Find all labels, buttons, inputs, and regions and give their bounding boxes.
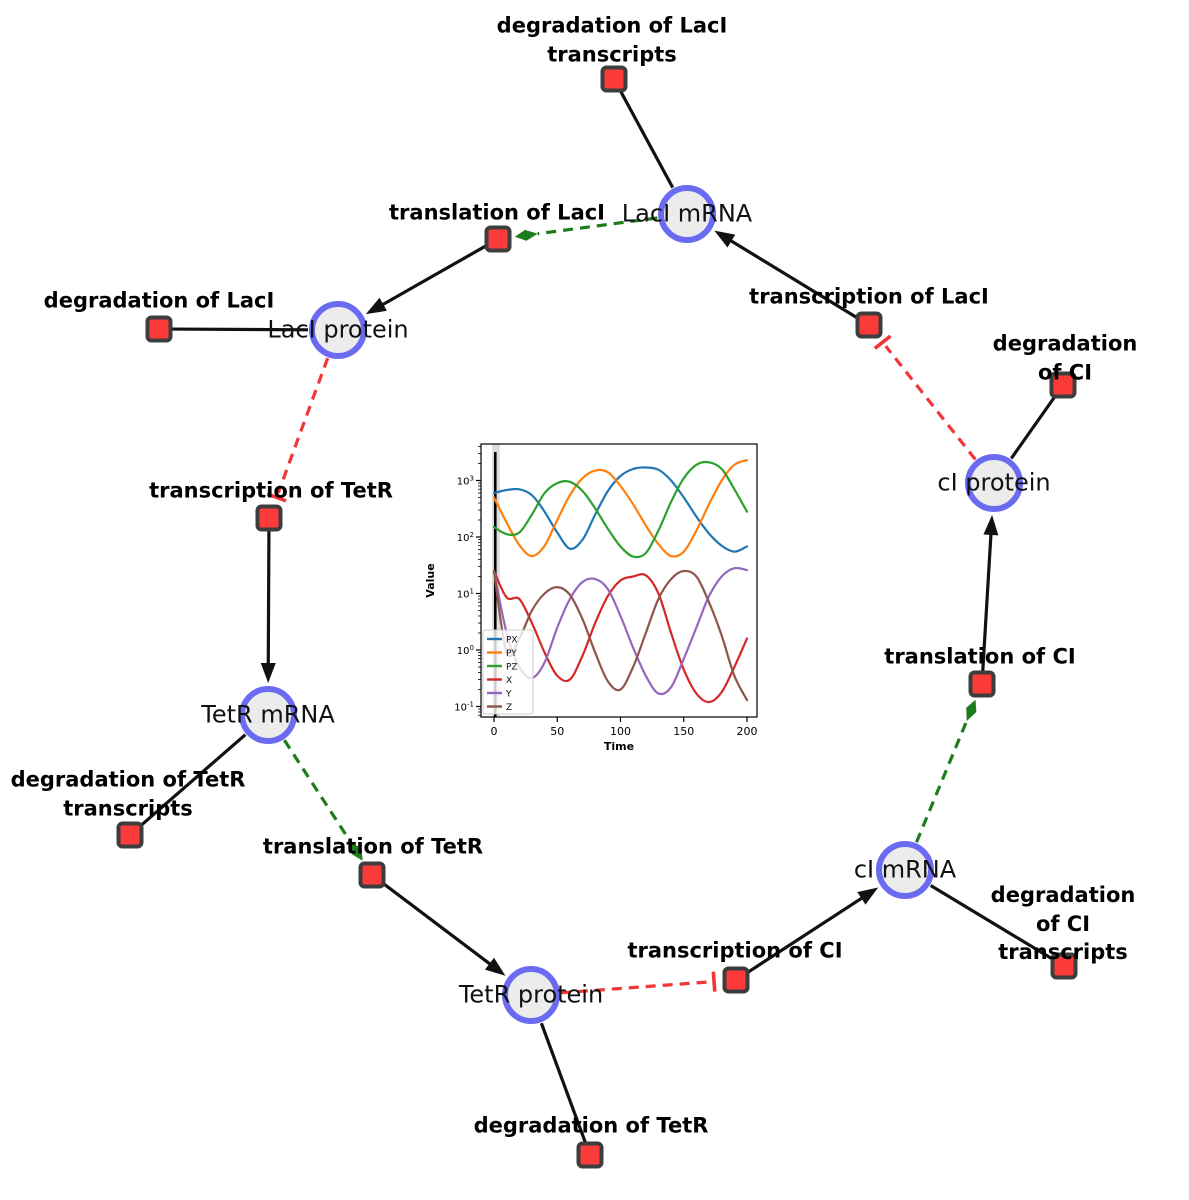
reaction-node-txn-ci[interactable]	[722, 966, 750, 994]
series-line-Z	[492, 569, 749, 702]
edge-tetr-protein-txn-ci	[560, 971, 717, 995]
y-tick-label: 100	[457, 644, 474, 657]
edge-txn-tetr-tetr-mrna	[260, 530, 276, 684]
diamond-arrowhead	[514, 229, 538, 241]
y-tick-label: 102	[457, 531, 474, 544]
legend-label-PY: PY	[506, 649, 517, 659]
reaction-node-tl-ci[interactable]	[968, 670, 996, 698]
reaction-label-tl-laci: translation of LacI	[389, 200, 605, 225]
edge-ci-protein-txn-laci	[873, 334, 977, 461]
legend-label-X: X	[506, 676, 512, 686]
arrowhead	[857, 887, 879, 905]
reaction-node-tl-tetr[interactable]	[358, 861, 386, 889]
reaction-label-deg-tetr: degradation of TetR	[473, 1113, 709, 1138]
reaction-node-deg-ci-tx[interactable]	[1050, 952, 1078, 980]
species-node-tetr-mrna[interactable]	[239, 686, 297, 744]
reaction-node-txn-tetr[interactable]	[255, 504, 283, 532]
edge-txn-ci-ci-mrna	[746, 887, 879, 975]
species-node-laci-protein[interactable]	[309, 301, 367, 359]
x-tick-label: 50	[550, 725, 564, 738]
reaction-node-deg-tetr-tx[interactable]	[116, 821, 144, 849]
diamond-arrowhead	[350, 841, 363, 861]
species-label-ci-protein: cI protein	[937, 468, 1051, 497]
species-node-ci-protein[interactable]	[965, 454, 1023, 512]
legend-label-Y: Y	[505, 690, 512, 700]
reaction-label-deg-laci: degradation of LacI	[43, 288, 275, 313]
arrowhead	[365, 297, 387, 315]
reaction-label-txn-ci: transcription of CI	[627, 938, 843, 963]
reaction-label-tl-ci: translation of CI	[884, 644, 1076, 669]
plot-frame	[480, 443, 758, 718]
reaction-label-deg-ci: degradation of CI	[992, 331, 1138, 384]
y-tick-label: 101	[457, 588, 474, 601]
edge-laci-protein-txn-tetr	[266, 357, 330, 503]
edge-tetr-mrna-deg-tetr-tx	[138, 733, 247, 828]
legend-label-PX: PX	[506, 636, 518, 646]
edge-laci-protein-deg-laci	[171, 327, 309, 332]
edge-tetr-protein-deg-tetr	[539, 1022, 588, 1144]
diamond-arrowhead	[966, 699, 977, 721]
edge-tetr-mrna-tl-tetr	[283, 739, 363, 861]
arrowhead	[484, 957, 506, 976]
edge-laci-mrna-deg-laci-tx	[618, 89, 675, 189]
y-axis-label: Value	[424, 563, 437, 597]
species-label-laci-mrna: LacI mRNA	[621, 199, 753, 228]
x-tick-label: 200	[737, 725, 758, 738]
reaction-label-deg-tetr-tx: degradation of TetR transcripts	[10, 767, 246, 820]
series-line-Y	[492, 566, 749, 696]
tbar-inhibitor-head	[266, 492, 287, 503]
tbar-inhibitor-head	[873, 334, 892, 350]
edge-txn-laci-laci-mrna	[714, 230, 859, 320]
edge-tl-tetr-tetr-protein	[381, 881, 506, 976]
species-label-tetr-mrna: TetR mRNA	[201, 700, 335, 729]
series-line-PY	[492, 459, 749, 558]
reaction-label-txn-laci: transcription of LacI	[749, 284, 989, 309]
x-tick-label: 150	[673, 725, 694, 738]
x-tick-label: 100	[610, 725, 631, 738]
reaction-label-deg-ci-tx: degradation of CI transcripts	[990, 883, 1136, 965]
series-line-X	[492, 569, 749, 704]
edge-ci-protein-deg-ci	[1009, 394, 1057, 460]
edge-laci-mrna-tl-laci	[514, 216, 658, 241]
x-tick-label: 0	[491, 725, 498, 738]
tbar-inhibitor-head	[711, 971, 717, 992]
species-label-laci-protein: LacI protein	[267, 315, 409, 344]
species-node-tetr-protein[interactable]	[502, 966, 560, 1024]
y-tick-label: 10-1	[454, 701, 474, 714]
x-axis-label: Time	[604, 740, 634, 753]
reaction-label-tl-tetr: translation of TetR	[262, 834, 484, 859]
reaction-label-deg-laci-tx: degradation of LacI transcripts	[496, 13, 728, 66]
reaction-label-txn-tetr: transcription of TetR	[149, 478, 393, 503]
edge-ci-mrna-tl-ci	[914, 699, 977, 843]
species-node-ci-mrna[interactable]	[876, 841, 934, 899]
arrowhead	[260, 662, 276, 684]
series-line-PZ	[492, 460, 749, 559]
legend-label-Z: Z	[506, 703, 512, 713]
chart-svg: 0 50 100 150 20010-1100101102103TimeValuePXP…	[424, 443, 758, 753]
species-node-laci-mrna[interactable]	[658, 185, 716, 243]
reaction-node-deg-ci[interactable]	[1049, 371, 1077, 399]
species-label-ci-mrna: cI mRNA	[853, 855, 957, 884]
reaction-node-deg-laci-tx[interactable]	[600, 65, 628, 93]
edge-tl-ci-ci-protein	[981, 514, 999, 672]
legend-label-PZ: PZ	[506, 663, 518, 673]
arrowhead	[983, 514, 999, 536]
series-line-PX	[492, 466, 749, 553]
reaction-node-deg-tetr[interactable]	[576, 1141, 604, 1169]
inset-chart: 0 50 100 150 200 10-1 100 101 102 103 Time Value PX P…	[420, 436, 778, 776]
reaction-node-txn-laci[interactable]	[855, 311, 883, 339]
reaction-node-tl-laci[interactable]	[484, 225, 512, 253]
species-label-tetr-protein: TetR protein	[458, 980, 604, 1009]
y-tick-label: 103	[457, 475, 474, 488]
reaction-node-deg-laci[interactable]	[145, 315, 173, 343]
edge-ci-mrna-deg-ci-tx	[929, 884, 1054, 961]
chart-legend: PX PY PZ XYZ	[482, 629, 534, 715]
arrowhead	[714, 230, 736, 248]
edge-tl-laci-laci-protein	[365, 244, 488, 315]
